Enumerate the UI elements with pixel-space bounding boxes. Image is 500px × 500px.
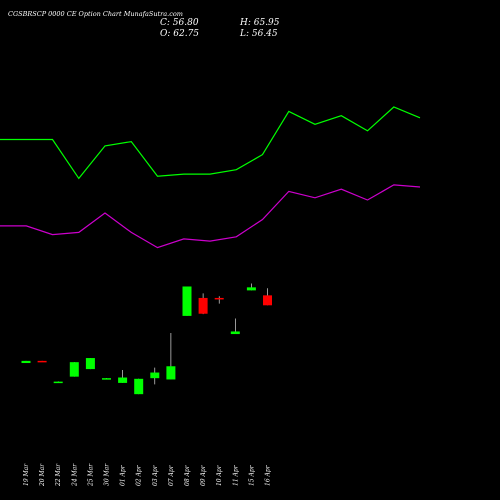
candle-body — [102, 378, 111, 380]
candle-body — [182, 286, 192, 316]
x-tick-label: 20 Mar — [39, 463, 46, 487]
candle — [198, 293, 208, 315]
candle — [263, 288, 272, 306]
open-value: O: 62.75 — [160, 29, 199, 39]
low-value: L: 56.45 — [239, 29, 278, 39]
candle-body — [214, 297, 224, 300]
chart-title: CGSBRSCP 0000 CE Option Chart MunafaSutr… — [8, 10, 183, 18]
x-tick-label: 01 Apr — [120, 464, 127, 486]
candle-body — [37, 360, 47, 363]
candle — [37, 360, 47, 363]
high-value: H: 65.95 — [239, 18, 280, 28]
x-axis-ticks: 19 Mar 20 Mar 22 Mar 24 Mar 25 Mar 30 Mar 01 A… — [23, 463, 272, 487]
x-tick-label: 09 Apr — [200, 464, 207, 486]
candle-body — [118, 377, 128, 383]
x-tick-label: 15 Apr — [248, 464, 255, 486]
lower-line — [0, 184, 421, 249]
x-tick-label: 30 Mar — [104, 463, 111, 486]
candle — [53, 381, 63, 384]
close-value: C: 56.80 — [160, 18, 199, 28]
candle-body — [69, 362, 79, 377]
candle-body — [198, 297, 208, 314]
candle-body — [21, 360, 31, 364]
candle — [182, 286, 192, 316]
x-tick-label: 08 Apr — [184, 464, 191, 486]
candle — [102, 377, 111, 380]
x-tick-label: 16 Apr — [265, 464, 272, 486]
indicator-lines — [0, 106, 421, 249]
candle-body — [263, 295, 272, 306]
x-tick-label: 11 Apr — [232, 464, 239, 486]
x-tick-label: 25 Mar — [87, 463, 94, 487]
candle — [118, 369, 128, 383]
candle — [214, 296, 224, 304]
candle — [69, 362, 79, 377]
candle — [134, 378, 144, 395]
candle-body — [246, 287, 256, 291]
x-tick-label: 03 Apr — [152, 464, 159, 486]
candle — [21, 360, 31, 364]
candle — [246, 283, 256, 291]
candles — [21, 283, 272, 395]
candle — [166, 332, 176, 380]
x-tick-label: 19 Mar — [23, 463, 30, 486]
candle-body — [150, 372, 160, 379]
candle-body — [53, 381, 63, 384]
candle-body — [166, 366, 176, 380]
x-tick-label: 10 Apr — [216, 464, 223, 486]
candle-body — [230, 331, 240, 335]
candle — [230, 318, 240, 335]
upper-line — [0, 106, 421, 180]
candle — [150, 367, 160, 385]
x-tick-label: 24 Mar — [71, 463, 78, 487]
candle-body — [134, 378, 144, 395]
x-tick-label: 22 Mar — [55, 463, 62, 487]
x-tick-label: 02 Apr — [136, 464, 143, 486]
x-tick-label: 07 Apr — [168, 464, 175, 486]
candle — [85, 358, 95, 370]
candle-body — [85, 358, 95, 370]
